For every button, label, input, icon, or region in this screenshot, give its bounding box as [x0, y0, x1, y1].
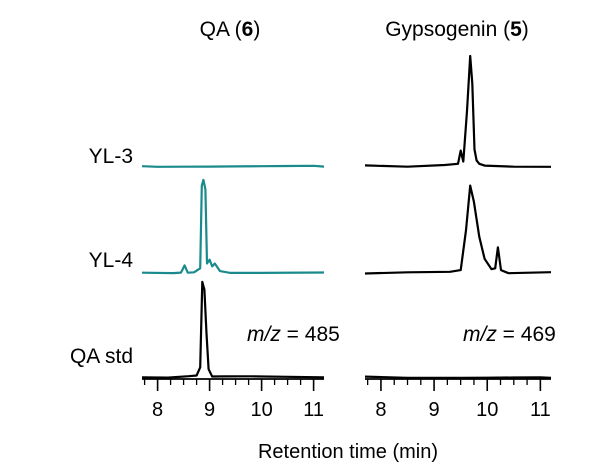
x-tick-label: 8 [152, 399, 163, 421]
row-label-yl3: YL-3 [89, 145, 133, 168]
x-tick-label: 11 [530, 399, 551, 421]
x-tick-label: 10 [476, 399, 498, 421]
panel-title-qa: QA (6) [200, 18, 261, 41]
x-axis-label: Retention time (min) [258, 441, 438, 463]
trace-yl-3-qa [141, 164, 325, 168]
trace-qa-std-qa [141, 280, 325, 379]
x-tick-label: 9 [429, 399, 440, 421]
trace-yl-4-qa [141, 178, 325, 275]
mz-annotation-gypsogenin: m/z = 469 [463, 323, 556, 346]
row-label-yl4: YL-4 [89, 249, 134, 272]
trace-yl-4-gypsogenin [364, 184, 552, 275]
x-tick-label: 8 [375, 399, 386, 421]
trace-yl-3-gypsogenin [364, 54, 552, 168]
trace-qa-std-gypsogenin [364, 375, 552, 379]
x-tick-label: 9 [204, 399, 215, 421]
x-tick-label: 10 [250, 399, 272, 421]
mz-annotation-qa: m/z = 485 [247, 323, 340, 346]
x-tick-label: 11 [303, 399, 324, 421]
panel-title-gypsogenin: Gypsogenin (5) [385, 18, 529, 41]
row-label-qastd: QA std [70, 345, 133, 368]
